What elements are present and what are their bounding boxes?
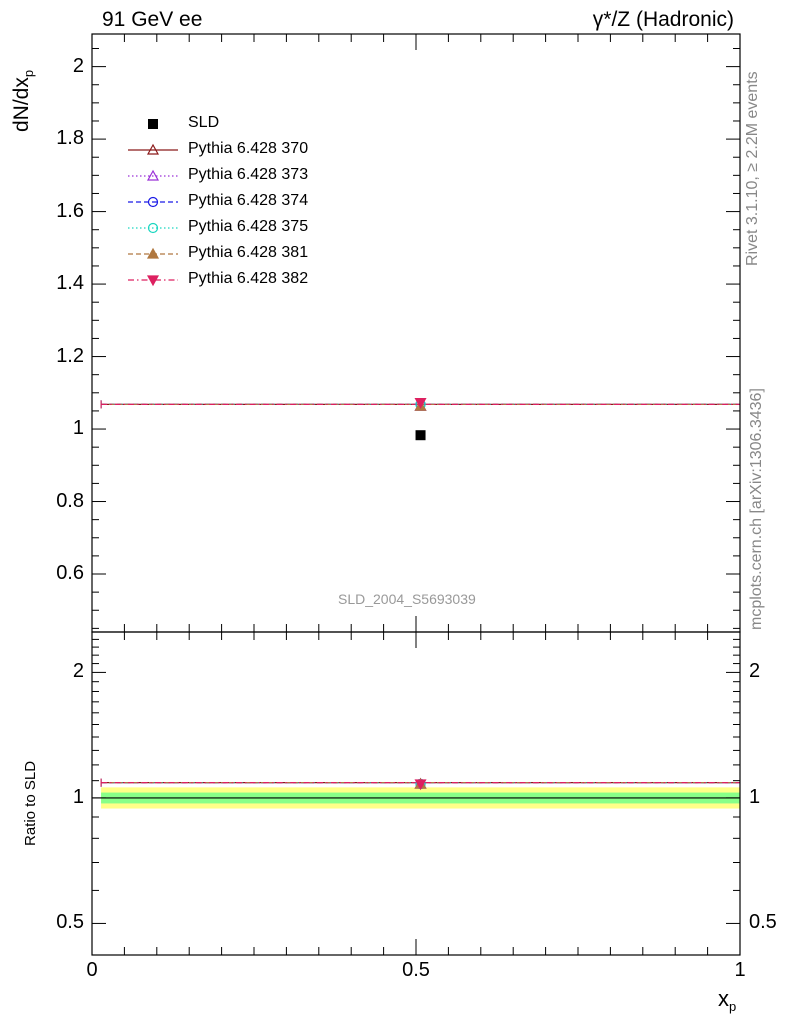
header-left-title: 91 GeV ee <box>102 8 203 31</box>
main-series-marker-6 <box>414 397 427 409</box>
legend <box>128 119 178 287</box>
legend-marker-sld <box>148 119 158 129</box>
main-ytick-label: 2 <box>72 54 84 77</box>
legend-label-sld: SLD <box>188 114 220 131</box>
legend-marker-1 <box>146 143 160 155</box>
x-axis-label-sub: p <box>729 999 737 1014</box>
legend-label-3: Pythia 6.428 374 <box>188 192 309 209</box>
ratio-ytick-label-right: 1 <box>749 785 761 808</box>
uncertainty-bands <box>92 787 740 809</box>
xtick-label: 1 <box>734 959 746 981</box>
ratio-ytick-label-right: 0.5 <box>749 911 777 934</box>
main-y-axis-label: dN/dxp <box>10 70 36 132</box>
xtick-label: 0.5 <box>402 959 430 981</box>
ratio-ytick-label-left: 2 <box>72 660 84 683</box>
main-ytick-label: 1.4 <box>56 272 84 295</box>
ratio-ytick-label-right: 2 <box>749 660 761 683</box>
mcplots-label: mcplots.cern.ch [arXiv:1306.3436] <box>748 388 765 630</box>
x-axis-label-main: x <box>718 986 729 1011</box>
ratio-ytick-label-left: 0.5 <box>56 911 84 934</box>
main-ytick-label: 1.8 <box>56 127 84 150</box>
main-ytick-label: 0.8 <box>56 489 84 512</box>
legend-marker-2 <box>146 169 160 181</box>
main-ytick-label: 1 <box>72 417 84 440</box>
x-axis-label: xp <box>718 986 737 1014</box>
series-markers <box>414 397 427 791</box>
legend-label-5: Pythia 6.428 381 <box>188 244 309 261</box>
main-ytick-label: 1.6 <box>56 199 84 222</box>
legend-marker-3 <box>147 196 159 208</box>
legend-label-6: Pythia 6.428 382 <box>188 270 309 287</box>
analysis-id-label: SLD_2004_S5693039 <box>338 591 476 607</box>
legend-marker-6 <box>146 275 160 287</box>
axis-ticks <box>91 34 741 955</box>
data-point-sld <box>415 430 426 441</box>
ratio-ytick-label-left: 1 <box>72 785 84 808</box>
header-right-title: γ*/Z (Hadronic) <box>592 8 734 31</box>
legend-label-4: Pythia 6.428 375 <box>188 218 309 235</box>
main-ytick-label: 1.2 <box>56 344 84 367</box>
ratio-series-marker-6 <box>414 779 427 791</box>
main-y-axis-label-main: dN/dx <box>10 77 33 132</box>
main-ytick-label: 0.6 <box>56 562 84 584</box>
legend-label-1: Pythia 6.428 370 <box>188 140 309 157</box>
rivet-version-label: Rivet 3.1.10, ≥ 2.2M events <box>744 71 761 266</box>
xtick-label: 0 <box>86 959 98 981</box>
legend-marker-4 <box>147 222 159 234</box>
legend-label-2: Pythia 6.428 373 <box>188 166 309 183</box>
legend-marker-5 <box>146 247 160 259</box>
